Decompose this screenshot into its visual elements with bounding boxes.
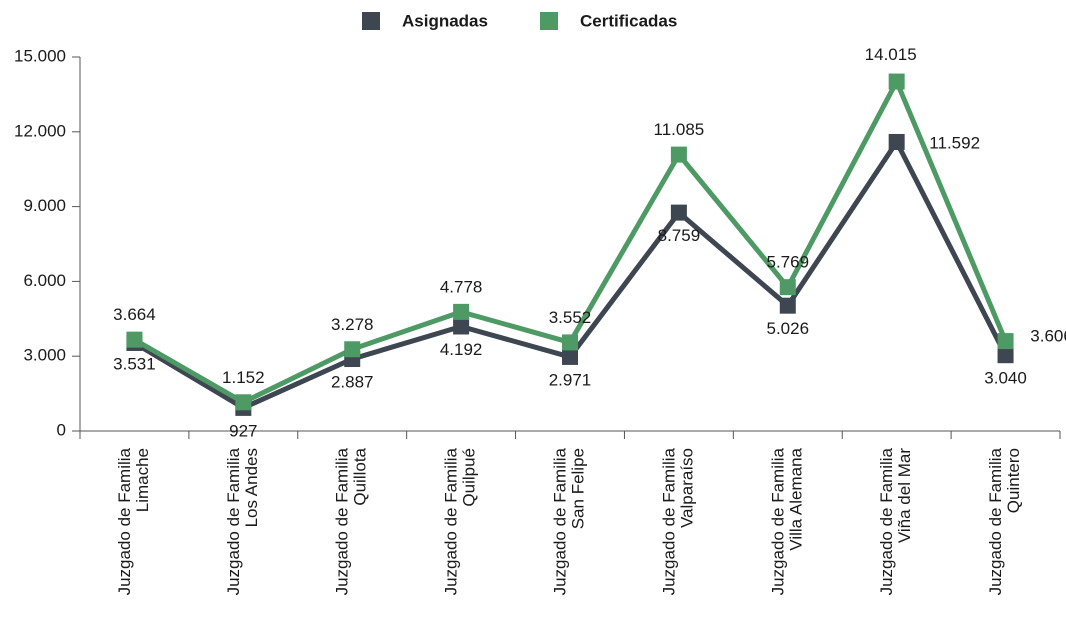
x-tick-label-line: Juzgado de Familia xyxy=(768,447,787,595)
x-tick-label: Juzgado de Familia Quilpué xyxy=(442,447,479,595)
x-tick-label: Juzgado de Familia Viña del Mar xyxy=(877,447,914,595)
y-tick-label: 15.000 xyxy=(14,46,66,65)
series-marker xyxy=(779,279,796,296)
data-label: 927 xyxy=(229,421,257,440)
x-tick-label: Juzgado de Familia Quintero xyxy=(986,447,1023,595)
x-tick-label-line: Quintero xyxy=(1004,448,1023,513)
x-tick-label: Juzgado de Familia Limache xyxy=(115,447,152,595)
x-tick-label: Juzgado de Familia Quillota xyxy=(333,447,370,595)
series-marker xyxy=(344,341,361,358)
data-label: 11.592 xyxy=(929,133,980,152)
series-marker xyxy=(126,331,143,348)
x-tick-label-line: Juzgado de Familia xyxy=(115,447,134,595)
legend-label: Asignadas xyxy=(402,11,488,30)
x-tick-label-line: Quilpué xyxy=(460,448,479,507)
data-label: 3.278 xyxy=(331,315,374,334)
y-tick-label: 0 xyxy=(57,420,66,439)
series-marker xyxy=(779,297,796,314)
x-tick-label-line: San Felipe xyxy=(568,448,587,529)
series-marker xyxy=(453,318,470,335)
legend-swatch xyxy=(540,12,558,30)
x-tick-label-line: Juzgado de Familia xyxy=(877,447,896,595)
series-marker xyxy=(997,347,1014,364)
x-tick-label-line: Juzgado de Familia xyxy=(659,447,678,595)
x-tick-label: Juzgado de Familia Villa Alemana xyxy=(768,447,805,595)
legend-label: Certificadas xyxy=(580,11,677,30)
x-tick-label: Juzgado de Familia Valparaíso xyxy=(659,447,696,595)
data-label: 1.152 xyxy=(222,368,265,387)
data-label: 5.769 xyxy=(767,253,810,272)
data-label: 8.759 xyxy=(658,226,701,245)
series-marker xyxy=(888,73,905,90)
y-tick-label: 3.000 xyxy=(23,346,66,365)
series-marker xyxy=(562,334,578,351)
series-marker xyxy=(453,303,470,320)
x-tick-label-line: Juzgado de Familia xyxy=(224,447,243,595)
x-tick-label: Juzgado de Familia San Felipe xyxy=(550,447,587,595)
data-label: 5.026 xyxy=(767,319,810,338)
series-marker xyxy=(562,348,578,365)
data-label: 11.085 xyxy=(654,120,705,139)
data-label: 3.040 xyxy=(984,369,1027,388)
x-tick-label-line: Los Andes xyxy=(242,448,261,527)
y-tick-label: 12.000 xyxy=(14,121,66,140)
series-marker xyxy=(888,133,905,150)
data-label: 4.192 xyxy=(440,340,483,359)
series-marker xyxy=(997,333,1014,350)
series-line xyxy=(133,139,1008,411)
x-tick-label-line: Juzgado de Familia xyxy=(986,447,1005,595)
data-label: 2.887 xyxy=(331,373,374,392)
x-tick-label-line: Valparaíso xyxy=(677,448,696,528)
data-label: 14.015 xyxy=(865,45,917,64)
y-tick-label: 9.000 xyxy=(23,196,66,215)
series-marker xyxy=(670,146,687,163)
x-tick-label: Juzgado de Familia Los Andes xyxy=(224,447,261,595)
data-label: 3.664 xyxy=(113,305,156,324)
x-tick-label-line: Villa Alemana xyxy=(786,447,805,550)
data-label: 3.606 xyxy=(1030,327,1066,346)
x-tick-label-line: Juzgado de Familia xyxy=(442,447,461,595)
series-marker xyxy=(235,394,252,411)
y-tick-label: 6.000 xyxy=(23,271,66,290)
x-tick-label-line: Juzgado de Familia xyxy=(550,447,569,595)
x-tick-label-line: Limache xyxy=(133,448,152,512)
x-tick-label-line: Juzgado de Familia xyxy=(333,447,352,595)
data-label: 3.531 xyxy=(113,354,156,373)
data-label: 2.971 xyxy=(549,370,592,389)
data-label: 3.552 xyxy=(549,308,592,327)
series-marker xyxy=(670,204,687,221)
x-tick-label-line: Quillota xyxy=(351,447,370,505)
legend-swatch xyxy=(362,12,380,30)
x-tick-label-line: Viña del Mar xyxy=(895,448,914,543)
data-label: 4.778 xyxy=(440,277,483,296)
